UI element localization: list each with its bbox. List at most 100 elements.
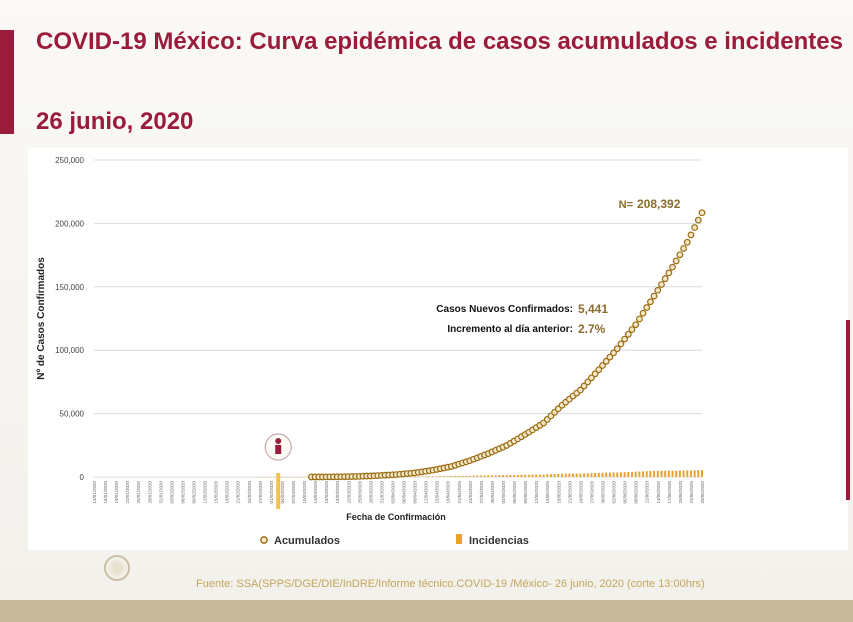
x-tick-label: 16/01/2020 xyxy=(103,481,108,504)
x-tick-label: 06/02/2020 xyxy=(180,481,185,504)
incidence-bar xyxy=(546,474,549,477)
acumulados-point xyxy=(665,269,673,277)
acumulados-point xyxy=(635,315,643,323)
incidence-bar xyxy=(645,471,648,477)
incidence-bar xyxy=(686,470,689,477)
incidence-bar xyxy=(479,475,482,477)
x-tick-label: 09/04/2020 xyxy=(413,481,418,504)
chart-panel: 0 50,000 100,000 150,000 200,000 250,000 13/01… xyxy=(28,148,848,550)
x-tick-label: 27/04/2020 xyxy=(479,481,484,504)
incidence-bar xyxy=(505,475,508,477)
incidence-bar xyxy=(435,476,438,477)
acumulados-point xyxy=(669,263,676,271)
acumulados-point xyxy=(621,335,629,343)
source-footer: Fuente: SSA(SPPS/DGE/DIE/InDRE/Informe t… xyxy=(196,578,705,590)
y-axis-label: Nº de Casos Confirmados xyxy=(36,257,47,380)
incidence-bar xyxy=(553,474,556,477)
incidence-bar xyxy=(564,473,567,477)
incidence-bar xyxy=(487,475,490,477)
x-tick-label: 27/02/2020 xyxy=(258,481,263,504)
x-tick-label: 24/04/2020 xyxy=(468,481,473,504)
incidence-bar xyxy=(538,474,541,477)
x-tick-label: 10/03/2020 xyxy=(302,481,307,504)
x-tick-label: 31/03/2020 xyxy=(379,481,384,504)
acumulados-point xyxy=(643,304,651,311)
incidence-bar xyxy=(490,475,493,477)
incidence-bar xyxy=(509,475,512,477)
incidence-bar xyxy=(557,473,560,477)
y-tick-label: 100,000 xyxy=(55,346,84,355)
incidence-bar xyxy=(634,471,637,477)
incidence-bar xyxy=(630,471,633,477)
new-cases-value: 5,441 xyxy=(578,302,608,316)
acumulados-point xyxy=(654,286,662,294)
acumulados-point xyxy=(680,245,687,252)
incidence-bar xyxy=(586,473,589,477)
incidence-bar xyxy=(450,476,453,477)
x-tick-label: 06/05/2020 xyxy=(512,481,517,504)
incidence-bar xyxy=(701,470,703,477)
x-tick-label: 13/03/2020 xyxy=(313,481,318,504)
incidence-bar xyxy=(601,472,604,477)
x-tick-label: 03/05/2020 xyxy=(501,481,506,504)
legend-incidencias-label: Incidencias xyxy=(469,535,529,547)
page-title: COVID-19 México: Curva epidémica de caso… xyxy=(36,28,843,55)
incidence-bar xyxy=(597,472,600,477)
incidence-bar xyxy=(428,476,431,477)
acumulados-point xyxy=(595,366,603,374)
acumulados-point xyxy=(661,275,669,283)
x-tick-label: 09/02/2020 xyxy=(191,481,196,504)
doctor-marker-head xyxy=(275,438,282,444)
x-tick-label: 26/06/2020 xyxy=(700,481,705,504)
incidence-bar xyxy=(675,470,678,477)
incidence-bar xyxy=(524,474,527,477)
x-tick-label: 08/06/2020 xyxy=(634,481,639,504)
x-tick-label: 04/03/2020 xyxy=(280,481,285,504)
incidence-bar xyxy=(476,475,479,477)
right-accent-mark xyxy=(846,320,850,500)
incidence-bar xyxy=(664,470,667,477)
y-tick-label: 50,000 xyxy=(60,410,85,419)
acumulados-point xyxy=(647,298,654,306)
increase-label: Incremento al día anterior: xyxy=(447,324,573,335)
incidence-bar xyxy=(432,476,435,477)
acumulados-point xyxy=(658,281,665,288)
x-tick-label: 21/05/2020 xyxy=(567,481,572,504)
x-tick-label: 21/04/2020 xyxy=(457,481,462,504)
incidence-bar xyxy=(579,473,582,477)
y-tick-label: 150,000 xyxy=(55,283,84,292)
incidence-bar xyxy=(671,470,674,477)
incidence-bar xyxy=(575,473,578,477)
acumulados-point xyxy=(580,382,588,390)
incidence-bar xyxy=(516,474,519,477)
x-tick-label: 12/05/2020 xyxy=(534,481,539,504)
x-tick-label: 09/05/2020 xyxy=(523,481,528,504)
y-tick-label: 0 xyxy=(80,473,85,482)
epidemic-curve-chart: 0 50,000 100,000 150,000 200,000 250,000 13/01… xyxy=(36,156,706,547)
x-tick-label: 11/06/2020 xyxy=(645,481,650,504)
incidence-bar xyxy=(627,471,630,477)
x-tick-label: 02/06/2020 xyxy=(612,481,617,504)
incidence-bar xyxy=(583,473,586,477)
incidence-bar xyxy=(494,475,497,477)
incidence-bar xyxy=(454,476,457,477)
incidence-bar xyxy=(693,470,696,477)
incidence-bar xyxy=(623,472,626,477)
x-tick-label: 18/04/2020 xyxy=(446,481,451,504)
x-tick-label: 06/04/2020 xyxy=(402,481,407,504)
incidence-bar xyxy=(638,471,641,477)
x-tick-label: 12/04/2020 xyxy=(424,481,429,504)
x-tick-label: 30/04/2020 xyxy=(490,481,495,504)
acumulados-point xyxy=(577,386,584,394)
x-tick-label: 17/06/2020 xyxy=(667,481,672,504)
x-tick-label: 24/05/2020 xyxy=(578,481,583,504)
x-tick-label: 27/05/2020 xyxy=(589,481,594,504)
incidence-bar xyxy=(653,470,656,477)
acumulados-point xyxy=(602,357,610,365)
acumulados-point xyxy=(610,349,617,357)
x-tick-label: 22/03/2020 xyxy=(346,481,351,504)
acumulados-point xyxy=(584,378,592,386)
acumulados-point xyxy=(650,292,658,300)
title-accent-bar xyxy=(0,30,14,134)
incidence-bar xyxy=(465,475,468,477)
